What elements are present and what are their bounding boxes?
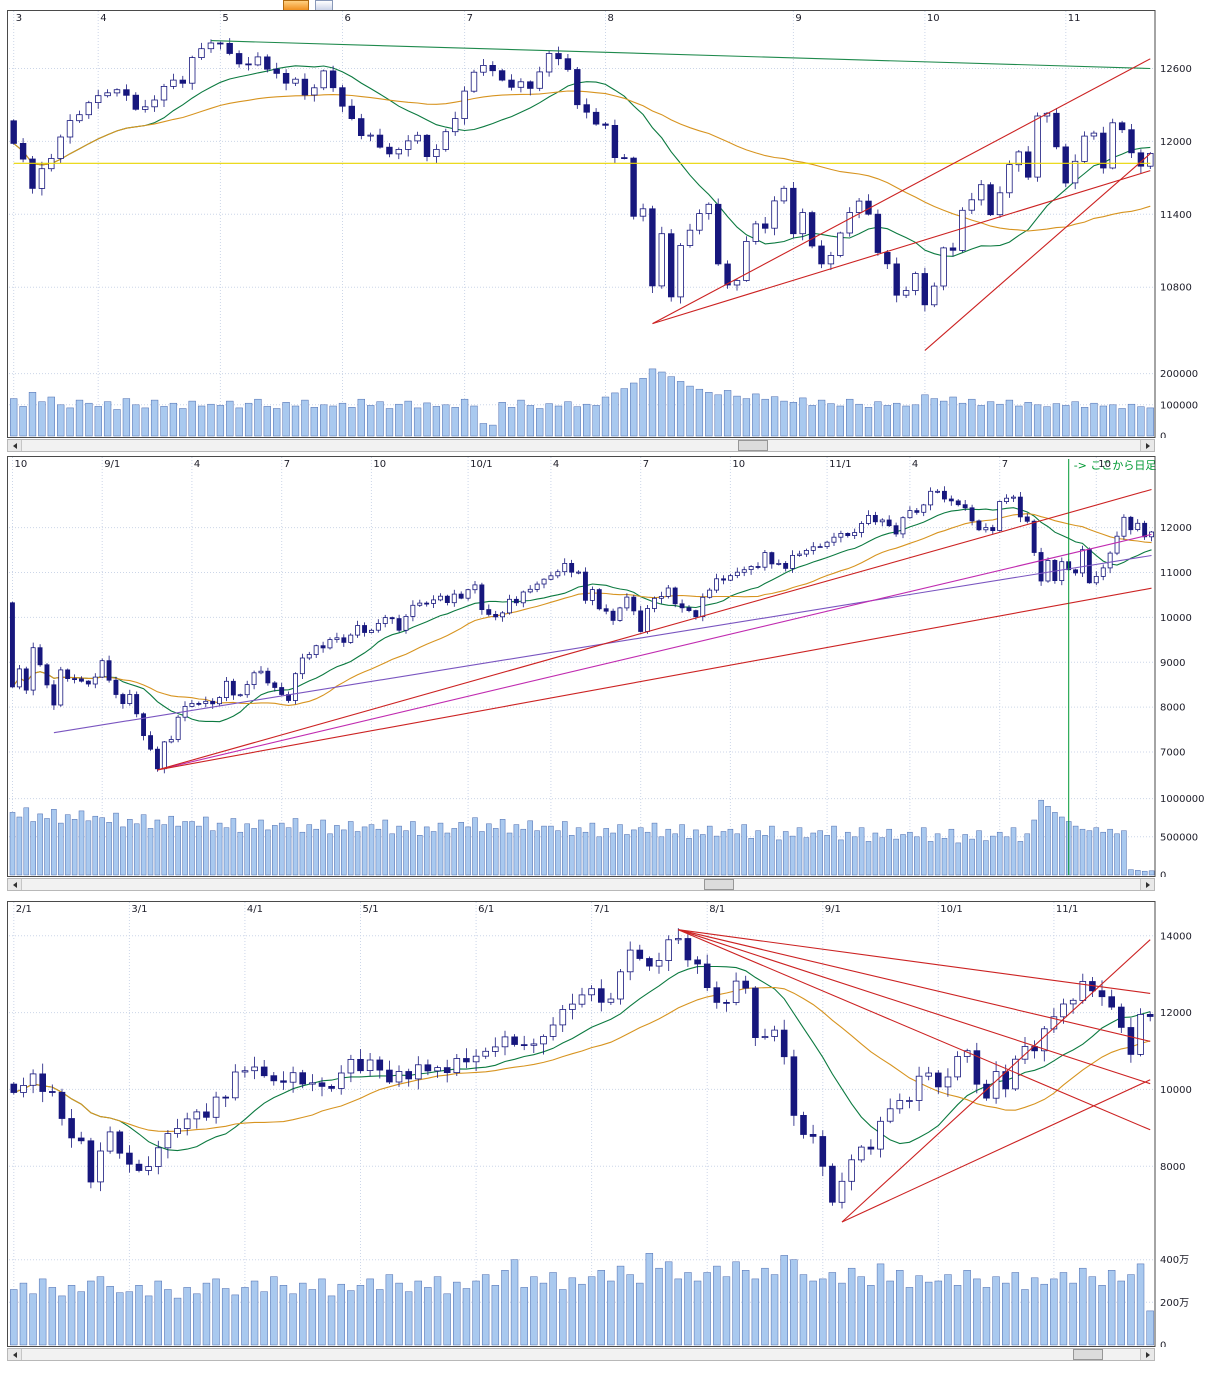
svg-text:7: 7 — [643, 459, 649, 470]
svg-text:10: 10 — [732, 459, 745, 470]
svg-text:10800: 10800 — [1160, 283, 1192, 294]
svg-text:4: 4 — [553, 459, 559, 470]
svg-text:11: 11 — [1068, 13, 1081, 24]
svg-text:7/1: 7/1 — [594, 904, 610, 915]
svg-text:5: 5 — [222, 13, 228, 24]
scrollbar-track[interactable] — [22, 1349, 1140, 1360]
svg-text:10000: 10000 — [1160, 613, 1192, 624]
weekly-chart-scrollbar[interactable] — [7, 878, 1155, 891]
toolbar-icon-document-fragment[interactable] — [315, 0, 333, 10]
svg-text:0: 0 — [1160, 432, 1166, 439]
svg-text:5/1: 5/1 — [363, 904, 379, 915]
right-arrow-icon — [1145, 881, 1150, 888]
svg-text:12600: 12600 — [1160, 64, 1192, 75]
svg-text:4/1: 4/1 — [247, 904, 263, 915]
monthly-chart-plot[interactable]: 2/1 3/1 4/1 5/1 6/1 7/1 8/1 9/1 10/1 11/1 14000 120… — [7, 901, 1217, 1347]
svg-text:12000: 12000 — [1160, 137, 1192, 148]
svg-text:9: 9 — [795, 13, 801, 24]
scrollbar-thumb[interactable] — [703, 879, 734, 890]
svg-text:10: 10 — [927, 13, 940, 24]
svg-text:8: 8 — [608, 13, 614, 24]
scrollbar-thumb[interactable] — [1072, 1349, 1103, 1360]
svg-text:12000: 12000 — [1160, 1008, 1192, 1019]
svg-text:11400: 11400 — [1160, 210, 1192, 221]
svg-text:6: 6 — [345, 13, 351, 24]
svg-text:7: 7 — [284, 459, 290, 470]
svg-text:12000: 12000 — [1160, 523, 1192, 534]
scroll-right-button[interactable] — [1140, 1349, 1154, 1360]
scrollbar-track[interactable] — [22, 440, 1140, 451]
svg-text:100000: 100000 — [1160, 400, 1198, 411]
svg-text:8000: 8000 — [1160, 1162, 1185, 1173]
weekly-chart-panel: -> ここから日足 10 9/1 4 7 10 10/1 4 7 10 11/1 4 7 10 12000 1… — [7, 456, 1217, 891]
left-arrow-icon — [12, 442, 17, 449]
svg-text:200万: 200万 — [1160, 1298, 1189, 1309]
svg-text:9000: 9000 — [1160, 658, 1185, 669]
svg-text:10000: 10000 — [1160, 1085, 1192, 1096]
svg-text:7: 7 — [467, 13, 473, 24]
svg-text:10: 10 — [373, 459, 386, 470]
svg-text:4: 4 — [100, 13, 106, 24]
daily-chart-scrollbar[interactable] — [7, 439, 1155, 452]
scrollbar-track[interactable] — [22, 879, 1140, 890]
svg-text:10/1: 10/1 — [470, 459, 492, 470]
right-arrow-icon — [1145, 442, 1150, 449]
svg-text:11000: 11000 — [1160, 568, 1192, 579]
svg-text:9/1: 9/1 — [104, 459, 120, 470]
svg-text:7: 7 — [1002, 459, 1008, 470]
monthly-chart-panel: 2/1 3/1 4/1 5/1 6/1 7/1 8/1 9/1 10/1 11/1 14000 120… — [7, 901, 1217, 1361]
right-arrow-icon — [1145, 1351, 1150, 1358]
svg-text:6/1: 6/1 — [478, 904, 494, 915]
svg-text:3/1: 3/1 — [131, 904, 147, 915]
svg-text:14000: 14000 — [1160, 931, 1192, 942]
svg-text:200000: 200000 — [1160, 369, 1198, 380]
svg-text:10/1: 10/1 — [940, 904, 962, 915]
scroll-left-button[interactable] — [8, 879, 22, 890]
svg-text:4: 4 — [912, 459, 918, 470]
svg-text:1000000: 1000000 — [1160, 794, 1205, 805]
svg-text:10: 10 — [15, 459, 28, 470]
svg-text:-> ここから日足: -> ここから日足 — [1074, 459, 1157, 472]
scroll-right-button[interactable] — [1140, 879, 1154, 890]
toolbar-icon-folder-fragment[interactable] — [283, 0, 309, 10]
scroll-left-button[interactable] — [8, 1349, 22, 1360]
svg-text:4: 4 — [194, 459, 200, 470]
svg-text:0: 0 — [1160, 1341, 1166, 1348]
svg-text:0: 0 — [1160, 871, 1166, 878]
svg-text:9/1: 9/1 — [825, 904, 841, 915]
svg-text:8000: 8000 — [1160, 703, 1185, 714]
svg-text:7000: 7000 — [1160, 748, 1185, 759]
svg-text:500000: 500000 — [1160, 832, 1198, 843]
scroll-right-button[interactable] — [1140, 440, 1154, 451]
daily-chart-plot[interactable]: 3 4 5 6 7 8 9 10 11 12600 12000 11400 10800 200000 100… — [7, 10, 1217, 438]
svg-text:2/1: 2/1 — [16, 904, 32, 915]
scroll-left-button[interactable] — [8, 440, 22, 451]
svg-text:10: 10 — [1098, 459, 1111, 470]
scrollbar-thumb[interactable] — [737, 440, 768, 451]
svg-text:8/1: 8/1 — [709, 904, 725, 915]
left-arrow-icon — [12, 1351, 17, 1358]
daily-chart-panel: 3 4 5 6 7 8 9 10 11 12600 12000 11400 10800 200000 100… — [7, 10, 1217, 452]
svg-text:400万: 400万 — [1160, 1255, 1189, 1266]
monthly-chart-scrollbar[interactable] — [7, 1348, 1155, 1361]
svg-text:11/1: 11/1 — [829, 459, 851, 470]
svg-text:3: 3 — [16, 13, 22, 24]
left-arrow-icon — [12, 881, 17, 888]
svg-text:11/1: 11/1 — [1056, 904, 1078, 915]
